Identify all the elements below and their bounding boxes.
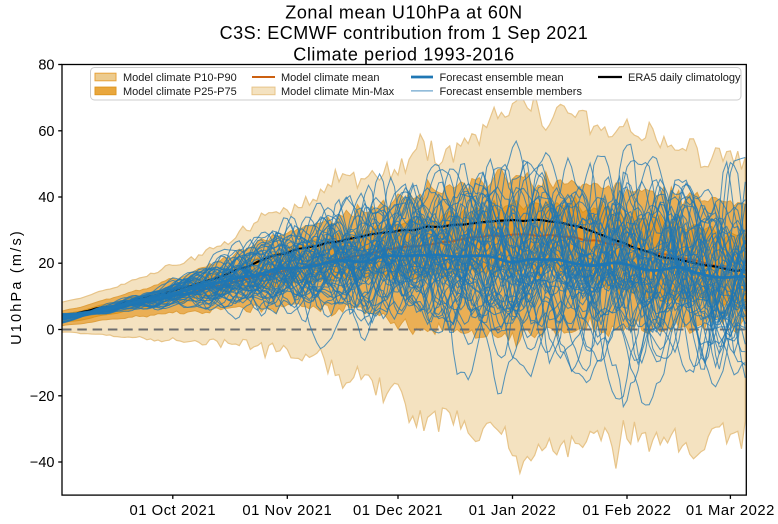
svg-text:80: 80 (38, 58, 54, 74)
svg-text:40: 40 (38, 190, 54, 206)
svg-text:Zonal mean U10hPa at 60N: Zonal mean U10hPa at 60N (285, 3, 523, 23)
svg-text:01 Feb 2022: 01 Feb 2022 (582, 503, 671, 519)
svg-text:20: 20 (38, 256, 54, 272)
svg-text:Climate period 1993-2016: Climate period 1993-2016 (293, 45, 515, 65)
svg-text:−40: −40 (30, 455, 55, 471)
svg-text:Forecast ensemble members: Forecast ensemble members (440, 86, 583, 98)
svg-text:Model climate Min-Max: Model climate Min-Max (281, 86, 395, 98)
svg-text:Model climate mean: Model climate mean (281, 72, 379, 84)
svg-text:Model climate P10-P90: Model climate P10-P90 (123, 72, 237, 84)
svg-text:Model climate P25-P75: Model climate P25-P75 (123, 86, 237, 98)
svg-text:01 Oct 2021: 01 Oct 2021 (129, 503, 216, 519)
svg-text:Forecast ensemble mean: Forecast ensemble mean (440, 72, 564, 84)
svg-text:60: 60 (38, 124, 54, 140)
svg-text:−20: −20 (30, 389, 55, 405)
svg-text:ERA5 daily climatology: ERA5 daily climatology (628, 72, 741, 84)
svg-text:01 Dec 2021: 01 Dec 2021 (353, 503, 443, 519)
svg-text:0: 0 (46, 323, 54, 339)
svg-text:U10hPa (m/s): U10hPa (m/s) (9, 229, 25, 345)
svg-text:01 Mar 2022: 01 Mar 2022 (686, 503, 775, 519)
svg-text:01 Jan 2022: 01 Jan 2022 (469, 503, 557, 519)
svg-text:01 Nov 2021: 01 Nov 2021 (242, 503, 332, 519)
svg-text:C3S: ECMWF contribution from 1: C3S: ECMWF contribution from 1 Sep 2021 (220, 23, 589, 43)
